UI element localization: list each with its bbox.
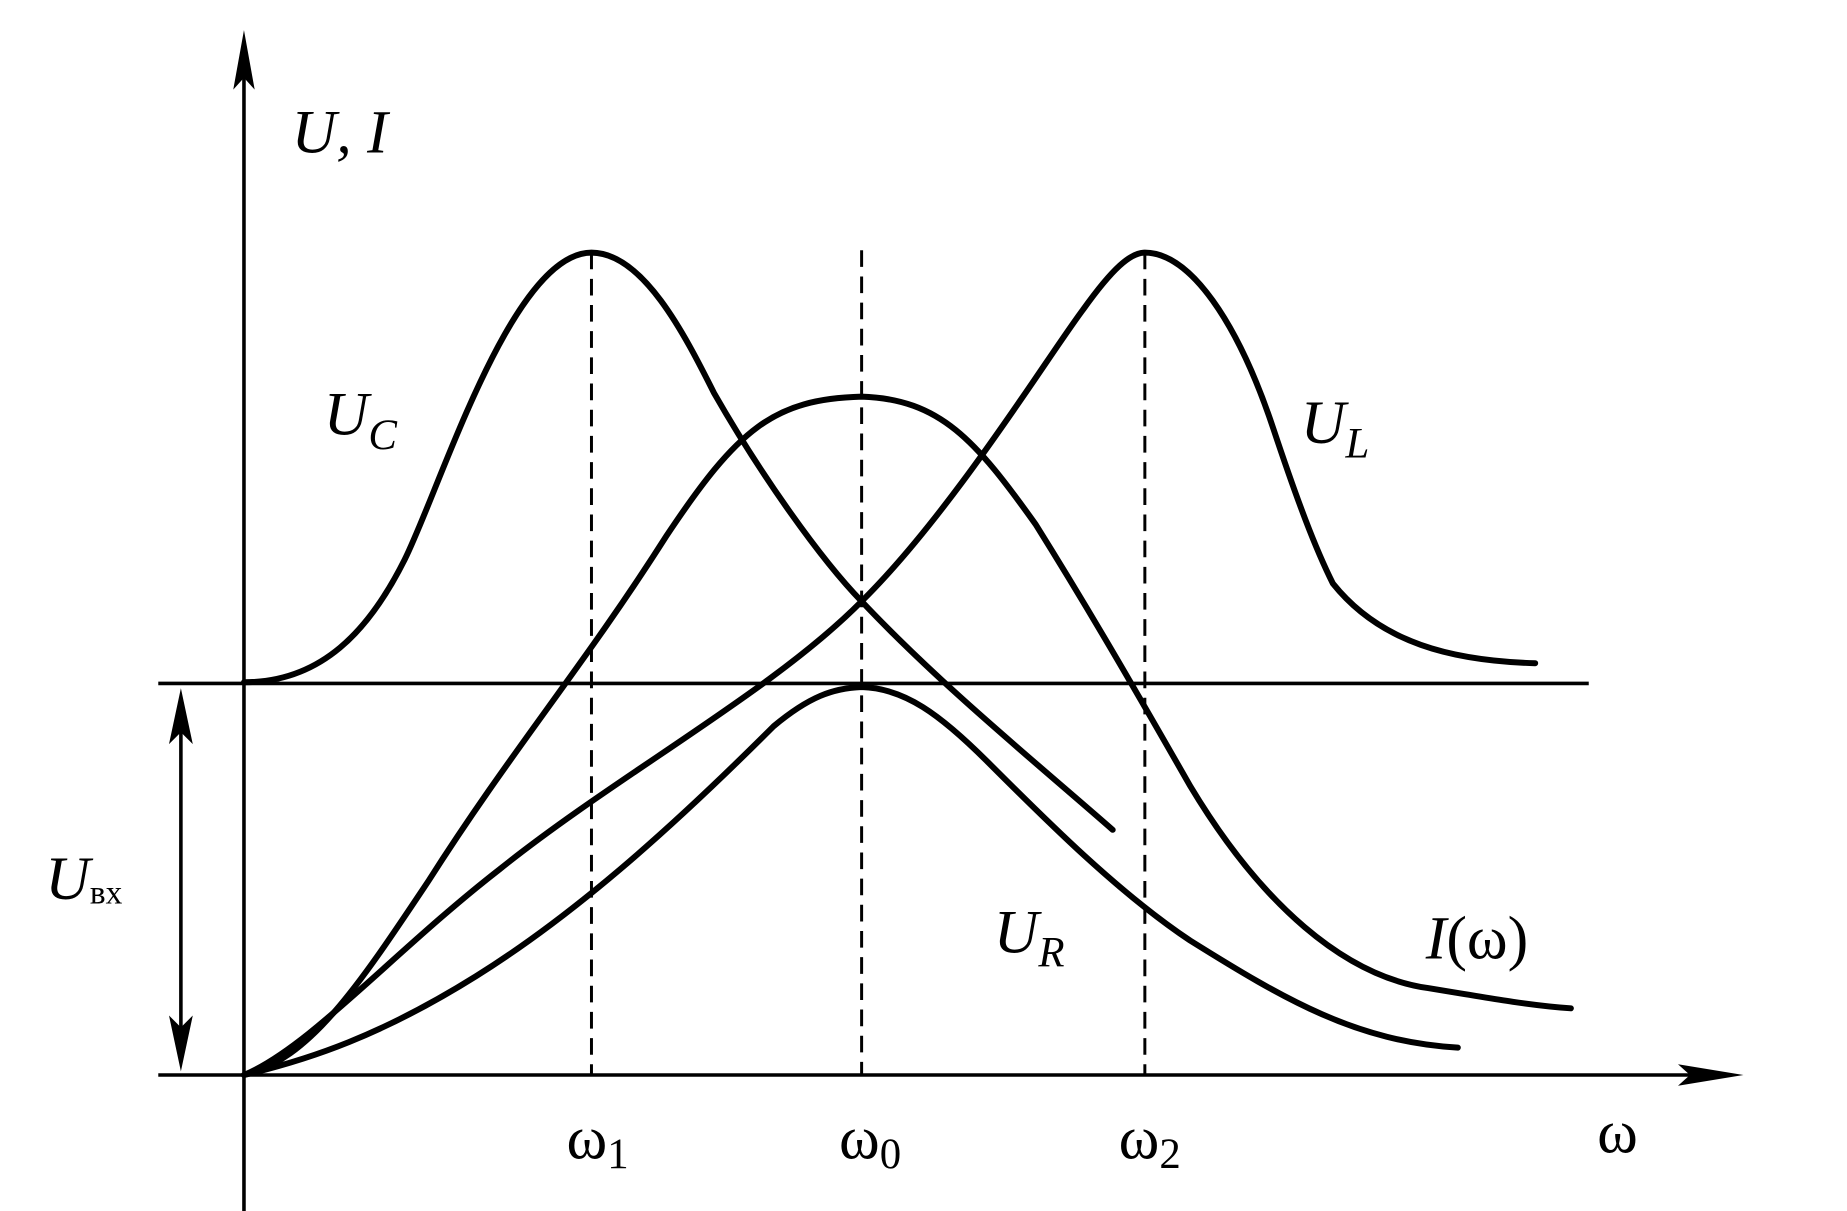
label-sub: L bbox=[1344, 420, 1369, 467]
input-level-label: Uвх bbox=[45, 845, 122, 913]
label-main: U bbox=[994, 898, 1043, 966]
label-main: U bbox=[324, 381, 373, 449]
omega2-label: ω2 bbox=[1119, 1104, 1181, 1178]
label-sub: 1 bbox=[607, 1131, 628, 1178]
label-sub: 2 bbox=[1159, 1131, 1180, 1178]
label-rest: (ω) bbox=[1446, 904, 1528, 972]
x-axis-label: ω bbox=[1597, 1098, 1638, 1166]
current-curve bbox=[240, 393, 1574, 1078]
label-main: U bbox=[45, 845, 94, 913]
label-sub: 0 bbox=[880, 1131, 901, 1178]
label-sub: вх bbox=[90, 875, 123, 912]
y-axis-label: U, I bbox=[292, 99, 392, 167]
omega0-label: ω0 bbox=[839, 1104, 901, 1178]
ur-curve bbox=[240, 684, 1461, 1078]
ul-curve bbox=[240, 249, 1539, 1078]
label-main: I bbox=[1425, 904, 1450, 972]
ul-label: UL bbox=[1301, 389, 1370, 467]
label-main: ω bbox=[566, 1104, 607, 1172]
omega1-label: ω1 bbox=[566, 1104, 628, 1178]
uc-label: UC bbox=[324, 381, 398, 459]
span-arrow-top bbox=[168, 688, 193, 745]
label-sub: C bbox=[368, 412, 397, 459]
uc-curve bbox=[240, 249, 1116, 833]
label-sub: R bbox=[1037, 930, 1064, 977]
label-main: U bbox=[1301, 389, 1350, 457]
current-label: I(ω) bbox=[1425, 904, 1529, 972]
ur-label: UR bbox=[994, 898, 1065, 976]
label-main: ω bbox=[1119, 1104, 1160, 1172]
span-arrow-bottom bbox=[168, 1015, 193, 1072]
label-main: ω bbox=[839, 1104, 880, 1172]
x-axis-arrow bbox=[1678, 1064, 1744, 1086]
y-axis-arrow bbox=[233, 30, 255, 90]
